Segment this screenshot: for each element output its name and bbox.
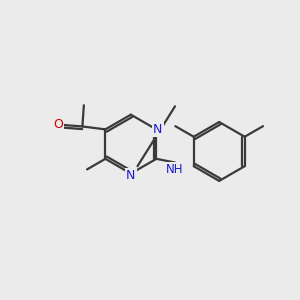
Text: O: O — [53, 118, 63, 131]
Text: N: N — [153, 123, 163, 136]
Text: N: N — [126, 169, 136, 182]
Text: NH: NH — [166, 164, 184, 176]
